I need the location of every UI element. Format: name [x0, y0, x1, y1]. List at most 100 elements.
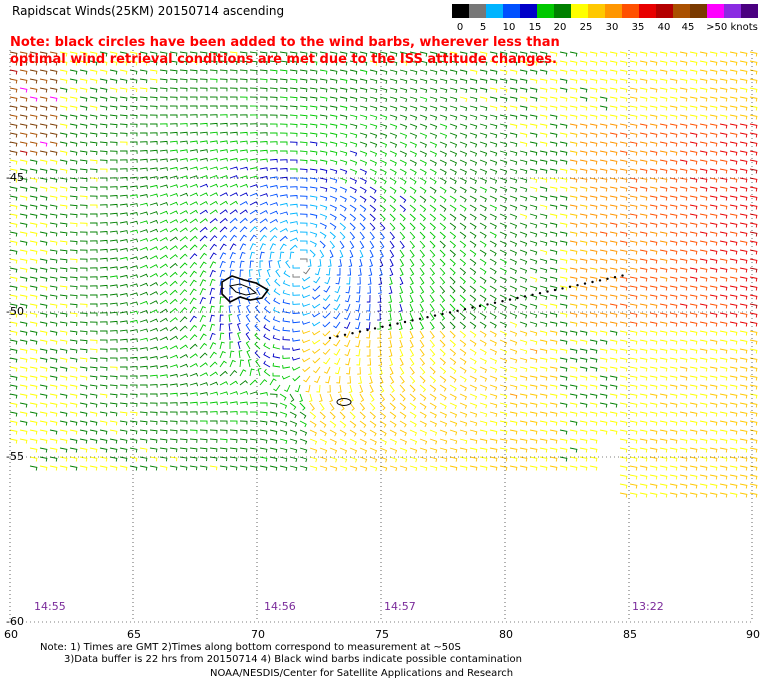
- wind-barb: [179, 78, 188, 83]
- wind-barb: [169, 254, 178, 260]
- wind-barb: [239, 391, 249, 395]
- wind-barb: [669, 393, 678, 399]
- wind-barb: [69, 447, 78, 453]
- wind-barb: [275, 269, 281, 278]
- wind-barb: [469, 114, 478, 121]
- wind-barb: [719, 195, 728, 201]
- wind-barb: [679, 375, 688, 381]
- wind-barb: [59, 321, 68, 327]
- wind-barb: [9, 159, 18, 165]
- wind-barb: [309, 96, 318, 102]
- wind-barb: [199, 183, 209, 188]
- wind-barb: [529, 51, 538, 57]
- wind-barb: [379, 411, 387, 420]
- wind-barb: [419, 420, 427, 428]
- wind-barb: [469, 402, 478, 409]
- wind-barb: [719, 222, 728, 228]
- wind-barb: [199, 105, 208, 110]
- wind-barb: [399, 294, 403, 304]
- wind-barb: [439, 312, 446, 321]
- wind-barb: [369, 114, 378, 121]
- wind-barb: [199, 218, 208, 224]
- wind-barb: [629, 339, 638, 345]
- wind-barb: [519, 105, 528, 111]
- wind-barb: [269, 176, 278, 181]
- wind-barb: [629, 60, 638, 66]
- wind-barb: [739, 177, 748, 183]
- wind-barb: [49, 51, 58, 57]
- wind-barb: [119, 420, 128, 426]
- wind-barb: [272, 362, 281, 368]
- wind-barb: [322, 348, 331, 355]
- wind-barb: [129, 402, 138, 407]
- wind-barb: [419, 366, 426, 375]
- wind-barb: [89, 231, 98, 236]
- wind-barb: [529, 267, 538, 274]
- wind-barb: [346, 366, 351, 375]
- wind-barb: [609, 87, 618, 93]
- wind-barb: [519, 312, 528, 319]
- wind-barb: [719, 429, 728, 435]
- wind-barb: [89, 438, 98, 444]
- wind-barb: [349, 105, 358, 111]
- wind-barb: [479, 411, 488, 418]
- wind-barb: [229, 149, 238, 153]
- wind-barb: [459, 60, 468, 66]
- wind-barb: [699, 285, 708, 291]
- wind-barb: [429, 294, 435, 303]
- wind-barb: [299, 222, 308, 227]
- wind-barb: [359, 141, 368, 148]
- wind-barb: [709, 402, 718, 408]
- wind-barb: [312, 348, 321, 354]
- legend-swatch: [588, 4, 605, 18]
- wind-barb: [689, 114, 698, 120]
- wind-barb: [519, 231, 528, 238]
- wind-barb: [699, 204, 708, 210]
- wind-barb: [549, 123, 558, 129]
- wind-barb: [729, 222, 738, 228]
- wind-barb: [303, 375, 311, 383]
- wind-barb: [249, 234, 257, 242]
- wind-barb: [489, 249, 497, 257]
- wind-barb: [689, 132, 698, 138]
- wind-barb: [409, 69, 418, 75]
- wind-barb: [589, 456, 598, 462]
- wind-barb: [309, 51, 318, 57]
- wind-barb: [265, 278, 271, 287]
- wind-barb: [479, 231, 487, 239]
- wind-barb: [259, 149, 268, 154]
- wind-barb: [301, 348, 311, 353]
- wind-barb: [569, 204, 578, 210]
- wind-barb: [489, 348, 497, 355]
- wind-barb: [479, 366, 487, 373]
- wind-barb: [579, 240, 588, 246]
- wind-barb: [109, 357, 118, 362]
- wind-barb: [589, 267, 598, 273]
- wind-barb: [19, 87, 28, 93]
- wind-barb: [59, 303, 68, 309]
- wind-barb: [292, 282, 301, 287]
- wind-barb: [274, 278, 281, 287]
- wind-barb: [109, 411, 118, 417]
- wind-barb: [709, 267, 718, 273]
- legend-swatch: [554, 4, 571, 18]
- wind-barb: [529, 186, 538, 192]
- wind-barb: [509, 96, 518, 102]
- wind-barb: [729, 429, 738, 435]
- wind-barb: [219, 226, 228, 233]
- wind-barb: [99, 168, 108, 173]
- wind-barb: [119, 292, 128, 297]
- wind-barb: [319, 222, 327, 230]
- wind-barb: [679, 276, 688, 282]
- wind-barb: [479, 213, 487, 221]
- wind-barb: [699, 492, 708, 498]
- wind-barb: [439, 438, 448, 445]
- wind-barb: [549, 339, 558, 345]
- wind-barb: [639, 105, 648, 111]
- wind-barb: [479, 303, 487, 311]
- wind-barb: [409, 78, 418, 84]
- wind-barb: [609, 375, 618, 381]
- wind-barb: [109, 438, 118, 444]
- wind-barb: [579, 402, 588, 408]
- wind-barb: [179, 149, 188, 153]
